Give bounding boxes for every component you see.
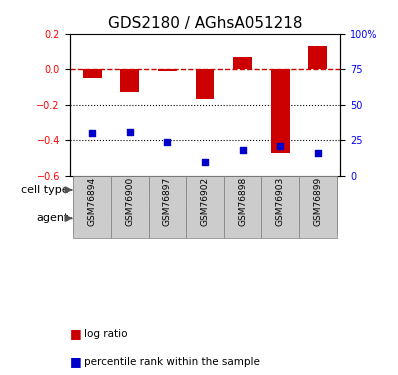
Bar bbox=[73, 204, 148, 232]
Bar bbox=[148, 204, 224, 232]
Text: GSM76900: GSM76900 bbox=[125, 177, 134, 226]
Bar bbox=[83, 69, 101, 78]
Text: bacillus
Calmette
-Guerin: bacillus Calmette -Guerin bbox=[298, 203, 337, 233]
Point bbox=[164, 139, 171, 145]
Text: GSM76898: GSM76898 bbox=[238, 177, 247, 226]
Text: agent: agent bbox=[36, 213, 68, 223]
Text: GSM76894: GSM76894 bbox=[88, 177, 97, 226]
Text: GSM76902: GSM76902 bbox=[201, 177, 209, 226]
Bar bbox=[224, 176, 261, 238]
Bar bbox=[195, 69, 215, 99]
Bar bbox=[271, 69, 290, 153]
Text: ■: ■ bbox=[70, 356, 82, 368]
Text: log ratio: log ratio bbox=[84, 329, 127, 339]
Text: M-CSF cultured
macrophage: M-CSF cultured macrophage bbox=[246, 180, 314, 200]
Point bbox=[127, 129, 133, 135]
Bar bbox=[158, 69, 177, 71]
Text: GSM76903: GSM76903 bbox=[276, 177, 285, 226]
Bar bbox=[186, 176, 224, 238]
Text: cell type: cell type bbox=[21, 185, 68, 195]
Bar bbox=[308, 46, 327, 69]
Bar bbox=[120, 69, 139, 92]
Point bbox=[202, 159, 208, 165]
Text: bacillus
Calmette-Guerin: bacillus Calmette-Guerin bbox=[151, 209, 221, 228]
Bar bbox=[111, 176, 148, 238]
Bar bbox=[73, 176, 111, 238]
Bar bbox=[73, 176, 224, 204]
Bar bbox=[299, 176, 337, 238]
Bar bbox=[233, 57, 252, 69]
Text: unstimulated: unstimulated bbox=[234, 214, 289, 223]
Point bbox=[277, 143, 283, 149]
Bar bbox=[299, 204, 337, 232]
Bar bbox=[148, 176, 186, 238]
Text: GM-CSF cultured macrophage: GM-CSF cultured macrophage bbox=[81, 185, 216, 194]
Text: unstimulated: unstimulated bbox=[83, 214, 139, 223]
Point bbox=[239, 147, 246, 153]
Text: percentile rank within the sample: percentile rank within the sample bbox=[84, 357, 259, 367]
Bar bbox=[261, 176, 299, 238]
Text: GSM76899: GSM76899 bbox=[313, 177, 322, 226]
Text: GSM76897: GSM76897 bbox=[163, 177, 172, 226]
Point bbox=[314, 150, 321, 156]
Bar bbox=[224, 176, 337, 204]
Bar bbox=[224, 204, 299, 232]
Text: ■: ■ bbox=[70, 327, 82, 340]
Title: GDS2180 / AGhsA051218: GDS2180 / AGhsA051218 bbox=[108, 16, 302, 31]
Point bbox=[89, 130, 96, 136]
